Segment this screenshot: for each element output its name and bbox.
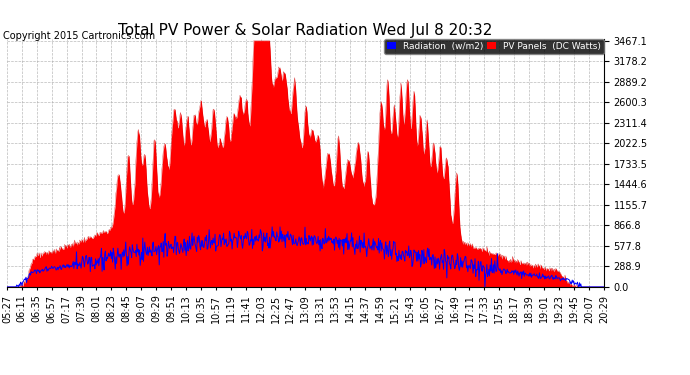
Title: Total PV Power & Solar Radiation Wed Jul 8 20:32: Total PV Power & Solar Radiation Wed Jul…: [118, 23, 493, 38]
Text: Copyright 2015 Cartronics.com: Copyright 2015 Cartronics.com: [3, 32, 155, 41]
Legend: Radiation  (w/m2), PV Panels  (DC Watts): Radiation (w/m2), PV Panels (DC Watts): [384, 39, 604, 54]
